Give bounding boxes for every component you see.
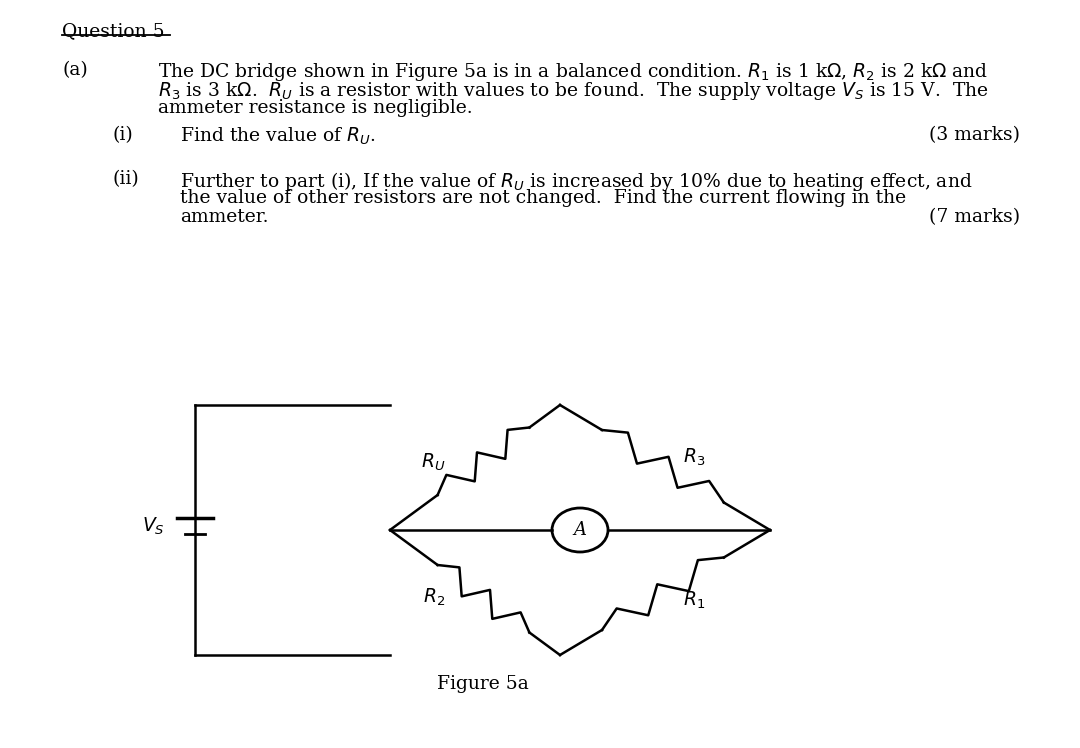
Text: (7 marks): (7 marks) bbox=[929, 208, 1020, 226]
Text: ammeter.: ammeter. bbox=[180, 208, 269, 226]
Text: (ii): (ii) bbox=[112, 170, 138, 188]
Text: (a): (a) bbox=[62, 61, 87, 79]
Text: the value of other resistors are not changed.  Find the current flowing in the: the value of other resistors are not cha… bbox=[180, 189, 906, 207]
Text: $R_2$: $R_2$ bbox=[423, 587, 445, 608]
Text: Question 5: Question 5 bbox=[62, 22, 164, 40]
Text: $R_1$: $R_1$ bbox=[683, 590, 705, 611]
Text: ammeter resistance is negligible.: ammeter resistance is negligible. bbox=[158, 99, 473, 117]
Text: $R_3$: $R_3$ bbox=[683, 447, 705, 468]
Text: The DC bridge shown in Figure 5a is in a balanced condition. $R_1$ is 1 k$\Omega: The DC bridge shown in Figure 5a is in a… bbox=[158, 61, 988, 83]
Text: (i): (i) bbox=[112, 126, 133, 144]
Text: Further to part (i), If the value of $R_U$ is increased by 10% due to heating ef: Further to part (i), If the value of $R_… bbox=[180, 170, 973, 193]
Text: A: A bbox=[573, 521, 586, 539]
Text: Find the value of $R_U$.: Find the value of $R_U$. bbox=[180, 126, 376, 147]
Text: (3 marks): (3 marks) bbox=[929, 126, 1020, 144]
Text: Figure 5a: Figure 5a bbox=[436, 675, 528, 693]
Text: $R_U$: $R_U$ bbox=[420, 452, 445, 473]
Text: $R_3$ is 3 k$\Omega$.  $R_U$ is a resistor with values to be found.  The supply : $R_3$ is 3 k$\Omega$. $R_U$ is a resisto… bbox=[158, 80, 989, 102]
Text: $V_S$: $V_S$ bbox=[143, 515, 165, 536]
